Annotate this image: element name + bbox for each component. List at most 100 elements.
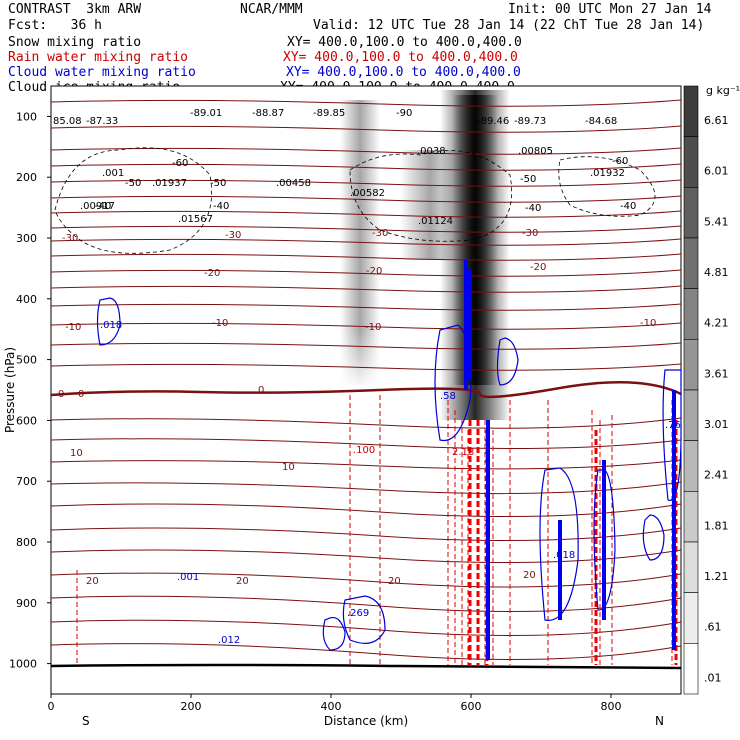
colorbar-swatch	[683, 288, 699, 340]
isotherm-label: 0	[258, 385, 264, 396]
y-tick-label: 600	[16, 414, 37, 427]
max-label: .00458	[276, 178, 311, 189]
y-tick-label: 500	[16, 354, 37, 367]
y-tick-label: 800	[16, 536, 37, 549]
isotherm-label: -89.85	[313, 108, 345, 119]
x-axis-ticks: 0 200 400 600 800	[48, 694, 622, 713]
colorbar-label: 4.81	[704, 266, 729, 279]
model-title: CONTRAST 3km ARW	[8, 2, 142, 17]
isotherm-label: 0	[78, 389, 84, 400]
colorbar-label: 3.01	[704, 418, 729, 431]
max-label: 2.18	[452, 447, 474, 458]
colorbar-label: 1.21	[704, 570, 729, 583]
max-label: .00582	[350, 188, 385, 199]
field-cloudwater-xy: XY= 400.0,100.0 to 400.0,400.0	[286, 65, 521, 80]
max-label: .00917	[80, 201, 115, 212]
isotherm-label: -60	[612, 156, 628, 167]
max-label: .0038	[417, 146, 446, 157]
center-title: NCAR/MMM	[240, 2, 303, 17]
x-tick-label: 200	[181, 700, 202, 713]
max-label: .01937	[152, 178, 187, 189]
max-label: .001	[102, 168, 124, 179]
snow-shading	[340, 90, 510, 420]
isotherm-label: -10	[212, 318, 228, 329]
max-label: .100	[353, 445, 375, 456]
max-label: .018	[553, 550, 575, 561]
isotherm-label: 10	[70, 448, 83, 459]
colorbar-swatch	[683, 643, 699, 695]
colorbar-swatch	[683, 339, 699, 391]
isotherm-label: -30	[372, 228, 388, 239]
max-label: .269	[347, 608, 369, 619]
isotherm-label: 20	[86, 576, 99, 587]
init-time: Init: 00 UTC Mon 27 Jan 14	[508, 2, 712, 17]
max-label: .001	[177, 572, 199, 583]
forecast-hour: Fcst: 36 h	[8, 18, 102, 33]
isotherm-label: 85.08	[53, 116, 82, 127]
isotherm-label: -88.87	[252, 108, 284, 119]
isotherm-label: -60	[172, 158, 188, 169]
colorbar-swatch	[683, 187, 699, 239]
ground-line	[50, 663, 682, 670]
colorbar-unit: g kg⁻¹	[706, 84, 740, 97]
x-tick-label: 800	[601, 700, 622, 713]
valid-time: Valid: 12 UTC Tue 28 Jan 14 (22 ChT Tue …	[313, 18, 705, 33]
colorbar-swatch	[683, 440, 699, 492]
colorbar-label: 6.01	[704, 165, 729, 178]
field-snow-label: Snow mixing ratio	[8, 35, 142, 50]
x-tick-label: 600	[461, 700, 482, 713]
field-snow-xy: XY= 400.0,100.0 to 400.0,400.0	[287, 35, 522, 50]
colorbar-swatch	[683, 592, 699, 644]
isotherm-label: -40	[620, 201, 636, 212]
y-axis-ticks: 100 200 300 400 500 600 700 800 900 1000	[9, 110, 51, 671]
isotherm-label: -30	[522, 228, 538, 239]
colorbar-label: 5.41	[704, 215, 729, 228]
colorbar-label: 6.61	[704, 114, 729, 127]
colorbar-label: 1.81	[704, 519, 729, 532]
field-rain-xy: XY= 400.0,100.0 to 400.0,400.0	[283, 50, 518, 65]
isotherm-label: -10	[65, 322, 81, 333]
isotherm-label: 20	[523, 570, 536, 581]
max-label: .00805	[518, 146, 553, 157]
isotherm-label: -20	[530, 262, 546, 273]
x-axis-end-label: N	[655, 714, 664, 728]
max-label: .01567	[178, 214, 213, 225]
isotherm-label: -90	[396, 108, 412, 119]
isotherm-label: -50	[520, 174, 536, 185]
max-label: .012	[218, 635, 240, 646]
max-label: .01932	[590, 168, 625, 179]
isotherm-label: -40	[525, 203, 541, 214]
cloud-ice-contours	[54, 147, 656, 254]
y-tick-label: 200	[16, 171, 37, 184]
colorbar-swatch	[683, 237, 699, 289]
y-tick-label: 400	[16, 293, 37, 306]
y-tick-label: 300	[16, 232, 37, 245]
max-label: .018	[100, 320, 122, 331]
isotherm-label: -30	[225, 230, 241, 241]
x-tick-label: 0	[48, 700, 55, 713]
colorbar-swatch	[683, 491, 699, 543]
isotherm-label: -20	[366, 266, 382, 277]
isotherm-label: -10	[640, 318, 656, 329]
x-tick-label: 400	[321, 700, 342, 713]
colorbar-swatch	[683, 136, 699, 188]
colorbar-swatch	[683, 85, 699, 137]
isotherm-label: -30	[62, 233, 78, 244]
contour-labels: 85.08 -87.33 -89.01 -88.87 -89.85 -90 -8…	[53, 108, 681, 646]
y-tick-label: 900	[16, 597, 37, 610]
isotherm-label: 0	[58, 389, 64, 400]
colorbar: 6.61 6.01 5.41 4.81 4.21 3.61 3.01 2.41 1.81 1.21…	[683, 85, 729, 695]
isotherm-label: -50	[210, 178, 226, 189]
colorbar-label: .01	[704, 671, 722, 684]
colorbar-label: 2.41	[704, 469, 729, 482]
colorbar-label: 3.61	[704, 367, 729, 380]
max-label: .58	[440, 391, 456, 402]
isotherm-label: 10	[282, 462, 295, 473]
colorbar-swatch	[683, 389, 699, 441]
isotherm-label: 20	[236, 576, 249, 587]
isotherm-label: -40	[95, 201, 111, 212]
x-axis-label: Distance (km)	[324, 714, 408, 728]
isotherm-label: -20	[204, 268, 220, 279]
freezing-level-line	[50, 380, 682, 399]
